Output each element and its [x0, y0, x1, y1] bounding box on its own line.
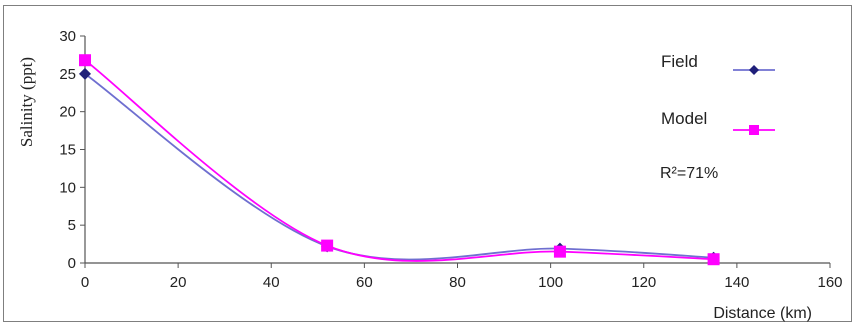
x-tick-label: 100 — [538, 274, 563, 291]
legend-label: Model — [661, 109, 707, 128]
chart-frame — [3, 5, 852, 322]
legend-item-field: Field — [661, 52, 775, 75]
y-tick-label: 10 — [59, 179, 76, 196]
y-tick-label: 0 — [68, 255, 76, 272]
legend: Field Model — [661, 52, 775, 135]
x-tick-label: 60 — [356, 274, 373, 291]
series-layer — [79, 54, 720, 266]
y-tick-label: 30 — [59, 28, 76, 45]
x-tick-label: 80 — [449, 274, 466, 291]
x-tick-label: 0 — [81, 274, 89, 291]
legend-item-model: Model — [661, 109, 775, 135]
x-tick-label: 120 — [631, 274, 656, 291]
y-tick-label: 20 — [59, 104, 76, 121]
x-axis-title: Distance (km) — [713, 305, 812, 322]
legend-marker — [749, 65, 759, 75]
r-squared-annotation: R²=71% — [660, 165, 718, 182]
y-tick-label: 5 — [68, 217, 76, 234]
data-point-model — [707, 253, 720, 266]
legend-label: Field — [661, 52, 698, 71]
data-point-model — [553, 245, 566, 258]
y-tick-label: 25 — [59, 66, 76, 83]
data-point-field — [79, 67, 91, 80]
data-point-model — [79, 54, 91, 67]
series-field — [79, 67, 720, 264]
x-tick-label: 20 — [170, 274, 187, 291]
y-axis-title: Salinity (ppt) — [17, 57, 36, 147]
x-tick-label: 40 — [263, 274, 280, 291]
axes: 0 5 10 15 20 25 30 0 20 40 60 80 100 120 140 160 — [59, 28, 842, 291]
series-line-field — [84, 73, 714, 261]
x-tick-label: 140 — [724, 274, 749, 291]
x-tick-label: 160 — [817, 274, 842, 291]
y-tick-label: 15 — [59, 142, 76, 159]
series-model — [79, 54, 720, 266]
legend-marker — [749, 125, 759, 135]
data-point-model — [321, 239, 334, 252]
series-line-model — [84, 59, 714, 262]
